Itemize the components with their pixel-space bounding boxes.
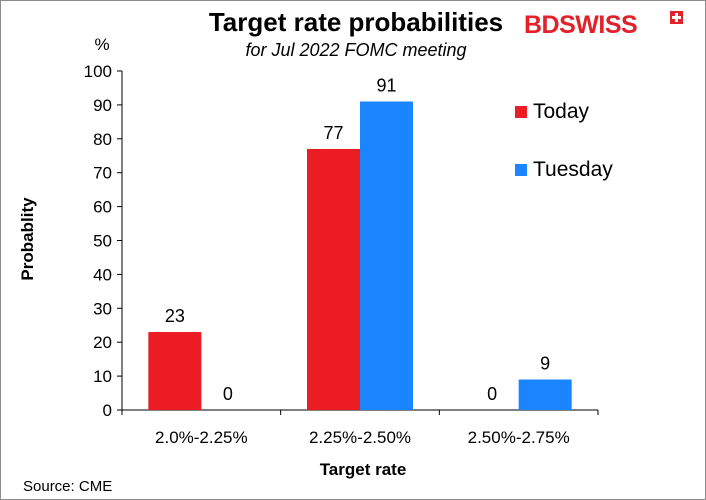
chart-title: Target rate probabilities	[209, 7, 503, 37]
y-tick-label: 60	[93, 198, 112, 217]
x-axis-title: Target rate	[320, 460, 407, 479]
y-tick-label: 80	[93, 130, 112, 149]
data-label-today: 23	[165, 306, 185, 326]
y-tick-label: 90	[93, 96, 112, 115]
brand-logo: BDSWISS	[524, 11, 683, 39]
y-unit-label: %	[94, 35, 109, 54]
brand-logo-swiss: SWISS	[559, 11, 637, 39]
y-axis-title: Probablity	[18, 197, 37, 281]
bar-today	[148, 332, 202, 410]
x-tick-label: 2.50%-2.75%	[468, 428, 570, 447]
y-tick-label: 70	[93, 164, 112, 183]
legend-label-today: Today	[533, 100, 590, 123]
y-tick-label: 10	[93, 367, 112, 386]
plot-area: 01020304050607080901002.0%-2.25%2302.25%…	[84, 62, 599, 447]
bar-tuesday	[518, 379, 572, 410]
data-label-tuesday: 91	[376, 76, 396, 96]
bar-tuesday	[360, 101, 413, 410]
source-note: Source: CME	[23, 478, 112, 495]
legend-swatch-today	[515, 106, 527, 118]
y-tick-label: 40	[93, 265, 112, 284]
data-label-tuesday: 0	[223, 384, 233, 404]
x-tick-label: 2.0%-2.25%	[155, 428, 248, 447]
data-label-today: 77	[323, 123, 343, 143]
legend: Today Tuesday	[515, 100, 613, 181]
x-tick-label: 2.25%-2.50%	[309, 428, 411, 447]
y-tick-label: 30	[93, 299, 112, 318]
brand-logo-bd: BD	[524, 11, 559, 39]
brand-logo-text: BDSWISS	[524, 11, 637, 39]
y-tick-label: 50	[93, 232, 112, 251]
legend-swatch-tuesday	[515, 164, 527, 176]
bar-today	[307, 148, 360, 410]
y-tick-label: 100	[84, 62, 112, 81]
chart-subtitle: for Jul 2022 FOMC meeting	[245, 40, 466, 60]
data-label-tuesday: 9	[540, 353, 550, 373]
y-tick-label: 20	[93, 333, 112, 352]
data-label-today: 0	[487, 384, 497, 404]
legend-label-tuesday: Tuesday	[533, 158, 613, 181]
swiss-cross-icon	[670, 11, 683, 24]
y-tick-label: 0	[103, 401, 112, 420]
